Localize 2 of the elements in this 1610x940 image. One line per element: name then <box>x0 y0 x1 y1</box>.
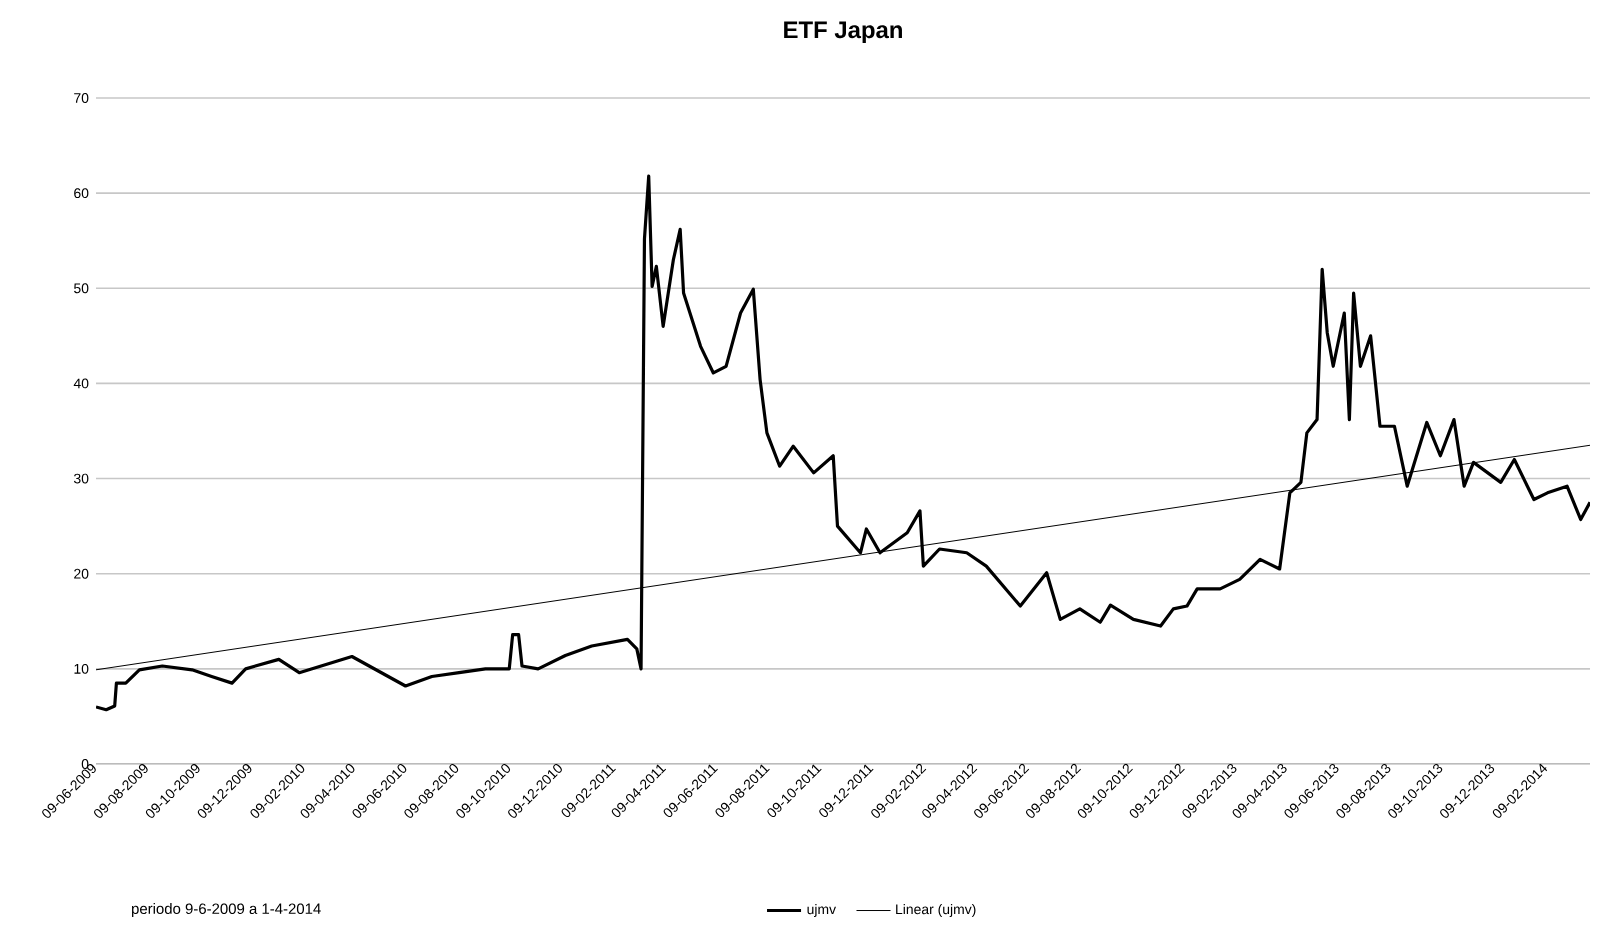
line-series <box>96 174 1591 712</box>
chart-title: ETF Japan <box>784 21 902 44</box>
